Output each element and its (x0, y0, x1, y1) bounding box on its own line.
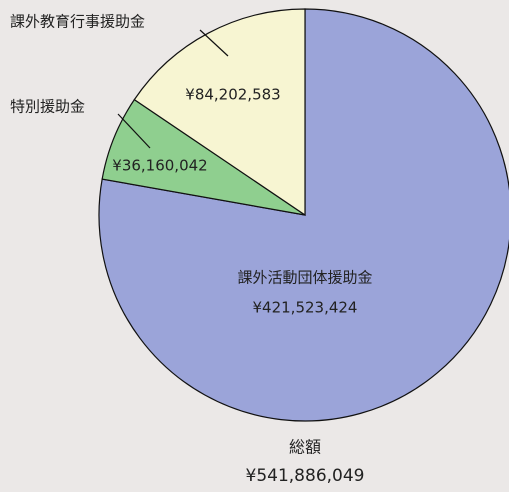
leader-line (199, 29, 229, 57)
leader-line (117, 113, 151, 149)
total-value: ¥541,886,049 (246, 466, 365, 486)
total-label: 総額 (289, 438, 321, 457)
slice-value: ¥36,160,042 (112, 157, 207, 175)
slice-value: ¥84,202,583 (185, 86, 280, 104)
slice-name: 課外教育行事援助金 (10, 13, 145, 31)
slice-name: 特別援助金 (10, 98, 85, 116)
slice-value: ¥421,523,424 (253, 299, 358, 317)
slice-name: 課外活動団体援助金 (237, 269, 372, 287)
pie-slice (133, 8, 306, 217)
